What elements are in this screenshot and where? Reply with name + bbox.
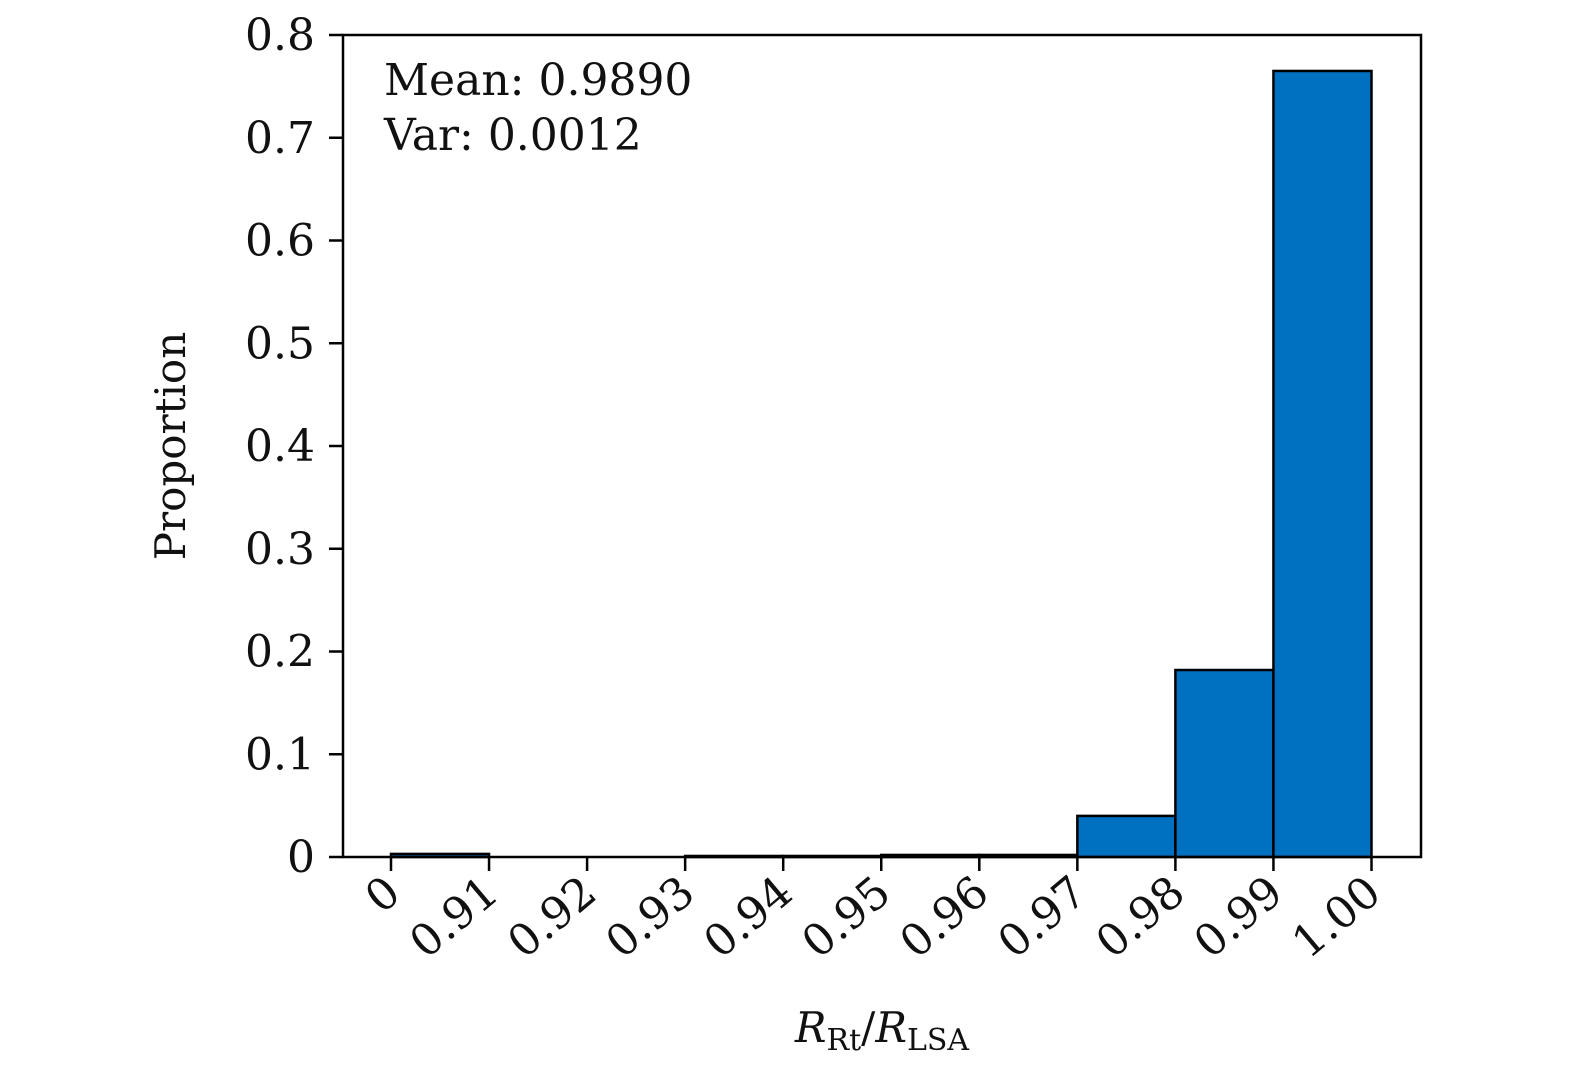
- x-tick-label: 0.97: [989, 866, 1097, 968]
- x-tick-label: 0.91: [400, 866, 508, 968]
- y-axis: 0 0.1 0.2 0.3 0.4 0.5 0.6 0.7 0.8: [245, 10, 343, 883]
- y-tick-label: 0: [287, 832, 315, 883]
- x-tick-label: 0.92: [498, 866, 606, 968]
- y-tick-label: 0.4: [245, 421, 315, 472]
- y-tick-label: 0.3: [245, 524, 315, 575]
- x-tick-label: 0.94: [694, 866, 802, 968]
- bars-group: [389, 69, 1373, 859]
- annotation-mean: Mean: 0.9890: [384, 55, 692, 106]
- histogram-bar-0.99-1.00: [1272, 69, 1373, 859]
- x-tick-label: 0.98: [1087, 866, 1195, 968]
- x-tick-label: 1.00: [1283, 866, 1391, 968]
- histogram-bar-0.98-0.99: [1174, 668, 1275, 859]
- y-tick-label: 0.2: [245, 627, 315, 678]
- y-tick-label: 0.7: [245, 113, 315, 164]
- annotation-var: Var: 0.0012: [383, 110, 642, 161]
- y-tick-label: 0.1: [245, 729, 315, 780]
- x-tick-label: 0: [356, 866, 410, 923]
- x-tick-label: 0.99: [1185, 866, 1293, 968]
- y-tick-label: 0.6: [245, 216, 315, 267]
- x-tick-label: 0.95: [792, 866, 900, 968]
- x-axis-title: RRt/RLSA: [794, 1003, 970, 1058]
- x-tick-label: 0.96: [891, 866, 999, 968]
- y-tick-label: 0.5: [245, 318, 315, 369]
- x-axis: 00.910.920.930.940.950.960.970.980.991.0…: [356, 857, 1391, 968]
- y-axis-title: Proportion: [146, 332, 195, 561]
- x-tick-label: 0.93: [596, 866, 704, 968]
- y-tick-label: 0.8: [245, 10, 315, 61]
- histogram-bar-0.97-0.98: [1076, 814, 1177, 859]
